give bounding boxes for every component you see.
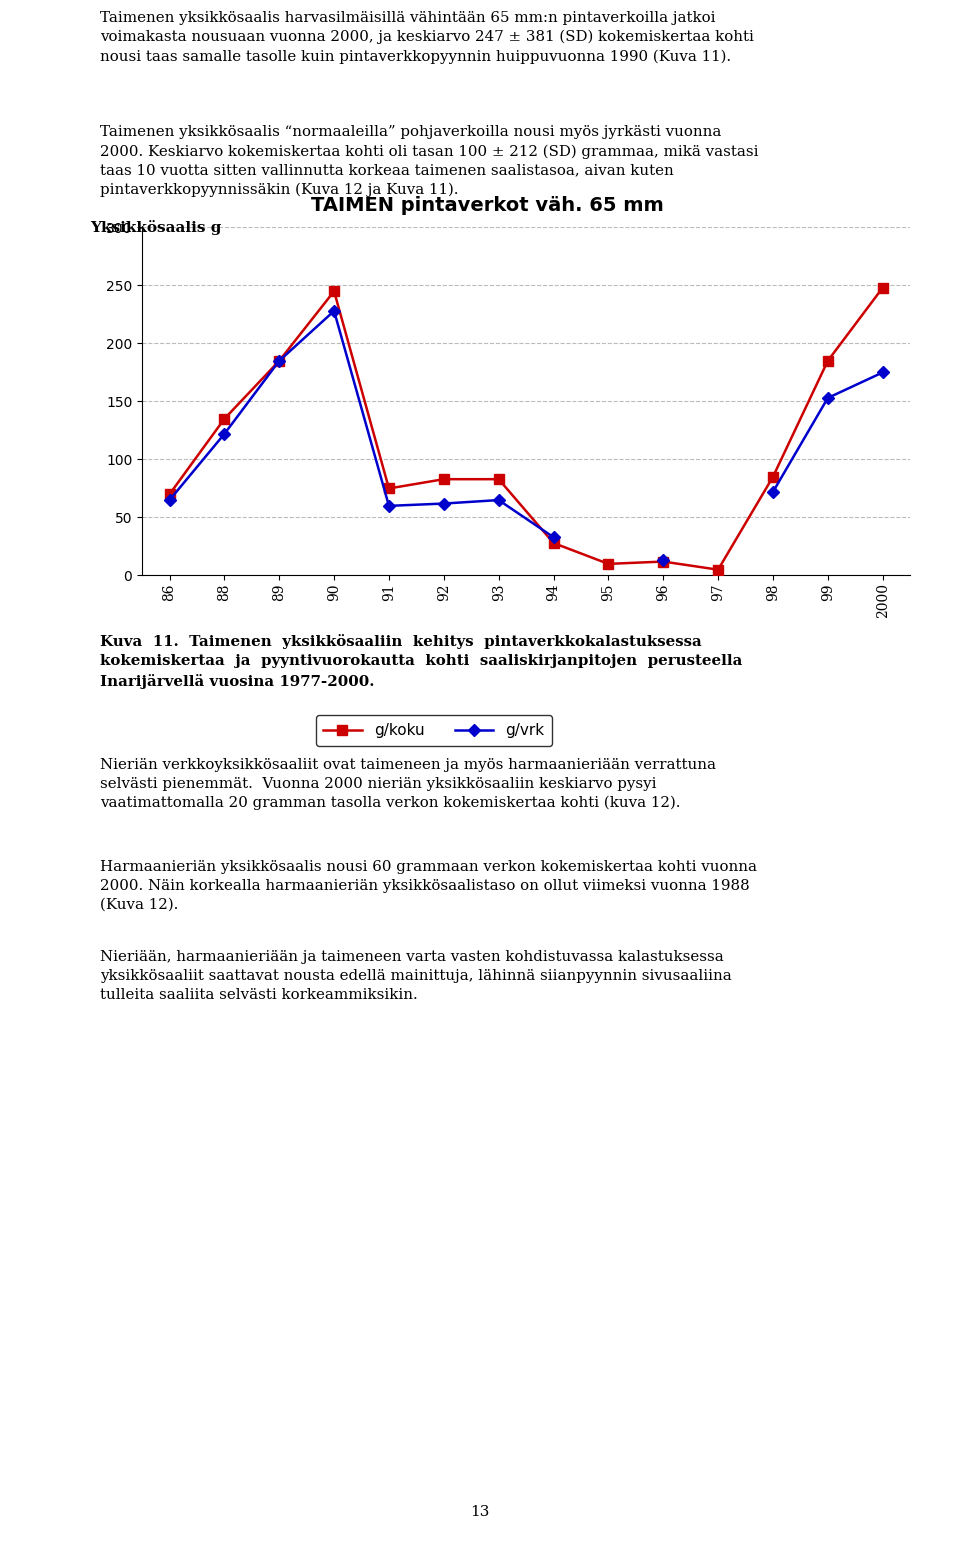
- Legend: g/koku, g/vrk: g/koku, g/vrk: [316, 715, 552, 746]
- Text: Kuva  11.  Taimenen  yksikkösaaliin  kehitys  pintaverkkokalastuksessa
kokemiske: Kuva 11. Taimenen yksikkösaaliin kehitys…: [100, 634, 742, 688]
- Text: Nieriän verkkoyksikkösaaliit ovat taimeneen ja myös harmaanieriään verrattuna
se: Nieriän verkkoyksikkösaaliit ovat taimen…: [100, 758, 716, 811]
- g/vrk: [164, 490, 176, 509]
- g/koku: [383, 480, 395, 498]
- g/vrk: [548, 528, 560, 546]
- g/koku: [219, 410, 230, 429]
- g/vrk: [876, 364, 888, 382]
- g/koku: [164, 486, 176, 504]
- g/koku: [658, 552, 669, 571]
- Line: g/koku: g/koku: [165, 283, 887, 574]
- g/koku: [603, 555, 614, 574]
- g/vrk: [767, 483, 779, 501]
- Text: Nieriään, harmaanieriään ja taimeneen varta vasten kohdistuvassa kalastuksessa
y: Nieriään, harmaanieriään ja taimeneen va…: [100, 950, 732, 1002]
- Text: Taimenen yksikkösaalis harvasilmäisillä vähintään 65 mm:n pintaverkoilla jatkoi
: Taimenen yksikkösaalis harvasilmäisillä …: [100, 11, 754, 63]
- g/koku: [548, 534, 560, 552]
- Text: Harmaanieriän yksikkösaalis nousi 60 grammaan verkon kokemiskertaa kohti vuonna
: Harmaanieriän yksikkösaalis nousi 60 gra…: [100, 860, 756, 913]
- g/vrk: [438, 495, 449, 514]
- g/vrk: [492, 490, 504, 509]
- g/vrk: [274, 351, 285, 370]
- Line: g/vrk: g/vrk: [165, 306, 887, 565]
- g/vrk: [822, 388, 833, 407]
- g/vrk: [219, 425, 230, 444]
- g/vrk: [658, 551, 669, 569]
- Text: Taimenen yksikkösaalis “normaaleilla” pohjaverkoilla nousi myös jyrkästi vuonna
: Taimenen yksikkösaalis “normaaleilla” po…: [100, 125, 758, 198]
- Text: Yksikkösaalis g: Yksikkösaalis g: [90, 220, 222, 235]
- g/vrk: [383, 497, 395, 515]
- g/koku: [712, 560, 724, 579]
- g/koku: [876, 278, 888, 297]
- g/koku: [328, 282, 340, 300]
- g/koku: [438, 470, 449, 489]
- Text: TAIMEN pintaverkot väh. 65 mm: TAIMEN pintaverkot väh. 65 mm: [311, 196, 664, 215]
- Text: 13: 13: [470, 1505, 490, 1519]
- g/koku: [274, 351, 285, 370]
- g/koku: [492, 470, 504, 489]
- g/vrk: [328, 302, 340, 320]
- g/koku: [822, 351, 833, 370]
- g/koku: [767, 467, 779, 486]
